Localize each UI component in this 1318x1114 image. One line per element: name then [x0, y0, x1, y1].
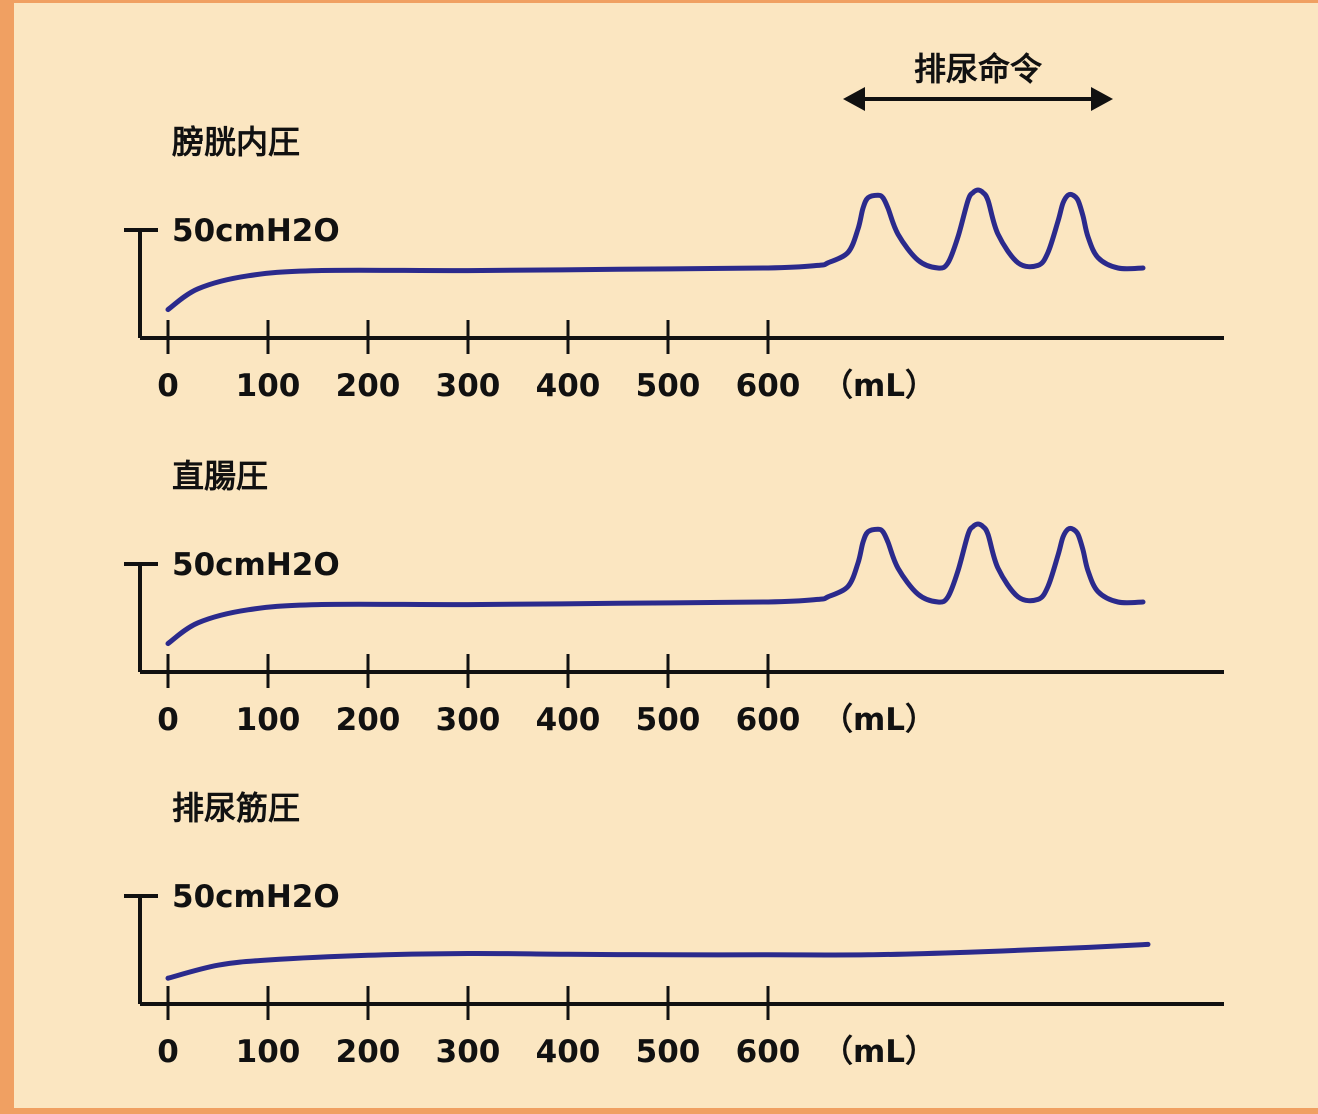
series-line — [165, 521, 1146, 647]
x-tick-label: 500 — [636, 368, 701, 404]
scale-label: 50cmH2O — [172, 879, 340, 915]
x-tick-label: 200 — [336, 702, 401, 738]
command-arrow-right-head — [1091, 87, 1113, 111]
x-tick-label: 100 — [236, 702, 301, 738]
x-tick-label: 500 — [636, 1034, 701, 1070]
x-tick-label: 600 — [736, 1034, 801, 1070]
scale-bar — [124, 562, 158, 672]
x-tick-label: 100 — [236, 368, 301, 404]
series-line — [165, 941, 1151, 981]
x-tick-label: 300 — [436, 702, 501, 738]
x-tick-label: 500 — [636, 702, 701, 738]
panel-detrusor-pressure: 排尿筋圧 50cmH2O （mL） 0 100 200 300 400 500 600 — [124, 789, 1224, 1070]
series-line — [165, 187, 1146, 313]
x-tick-label: 400 — [536, 702, 601, 738]
x-tick-label: 400 — [536, 1034, 601, 1070]
panel-title: 排尿筋圧 — [172, 789, 300, 827]
x-tick-label: 0 — [157, 368, 179, 404]
command-annotation: 排尿命令 — [843, 50, 1113, 111]
scale-bar — [124, 228, 158, 338]
unit-label: （mL） — [822, 368, 936, 404]
panel-title: 直腸圧 — [172, 457, 268, 495]
x-tick-label: 600 — [736, 702, 801, 738]
scale-label: 50cmH2O — [172, 213, 340, 249]
unit-label: （mL） — [822, 1034, 936, 1070]
panel-bladder-pressure: 膀胱内圧 50cmH2O （mL） 0 100 200 300 400 500 600 — [124, 123, 1224, 404]
scale-bar — [124, 894, 158, 1004]
unit-label: （mL） — [822, 702, 936, 738]
x-tick-label: 100 — [236, 1034, 301, 1070]
x-tick-label: 0 — [157, 702, 179, 738]
x-tick-label: 200 — [336, 1034, 401, 1070]
scale-label: 50cmH2O — [172, 547, 340, 583]
panel-title: 膀胱内圧 — [172, 123, 300, 161]
x-tick-label: 600 — [736, 368, 801, 404]
x-tick-label: 400 — [536, 368, 601, 404]
x-tick-label: 300 — [436, 1034, 501, 1070]
x-tick-label: 0 — [157, 1034, 179, 1070]
panel-rectal-pressure: 直腸圧 50cmH2O （mL） 0 100 200 300 400 500 600 — [124, 457, 1224, 738]
command-arrow-left-head — [843, 87, 865, 111]
command-label: 排尿命令 — [914, 50, 1043, 88]
x-tick-label: 300 — [436, 368, 501, 404]
x-tick-label: 200 — [336, 368, 401, 404]
